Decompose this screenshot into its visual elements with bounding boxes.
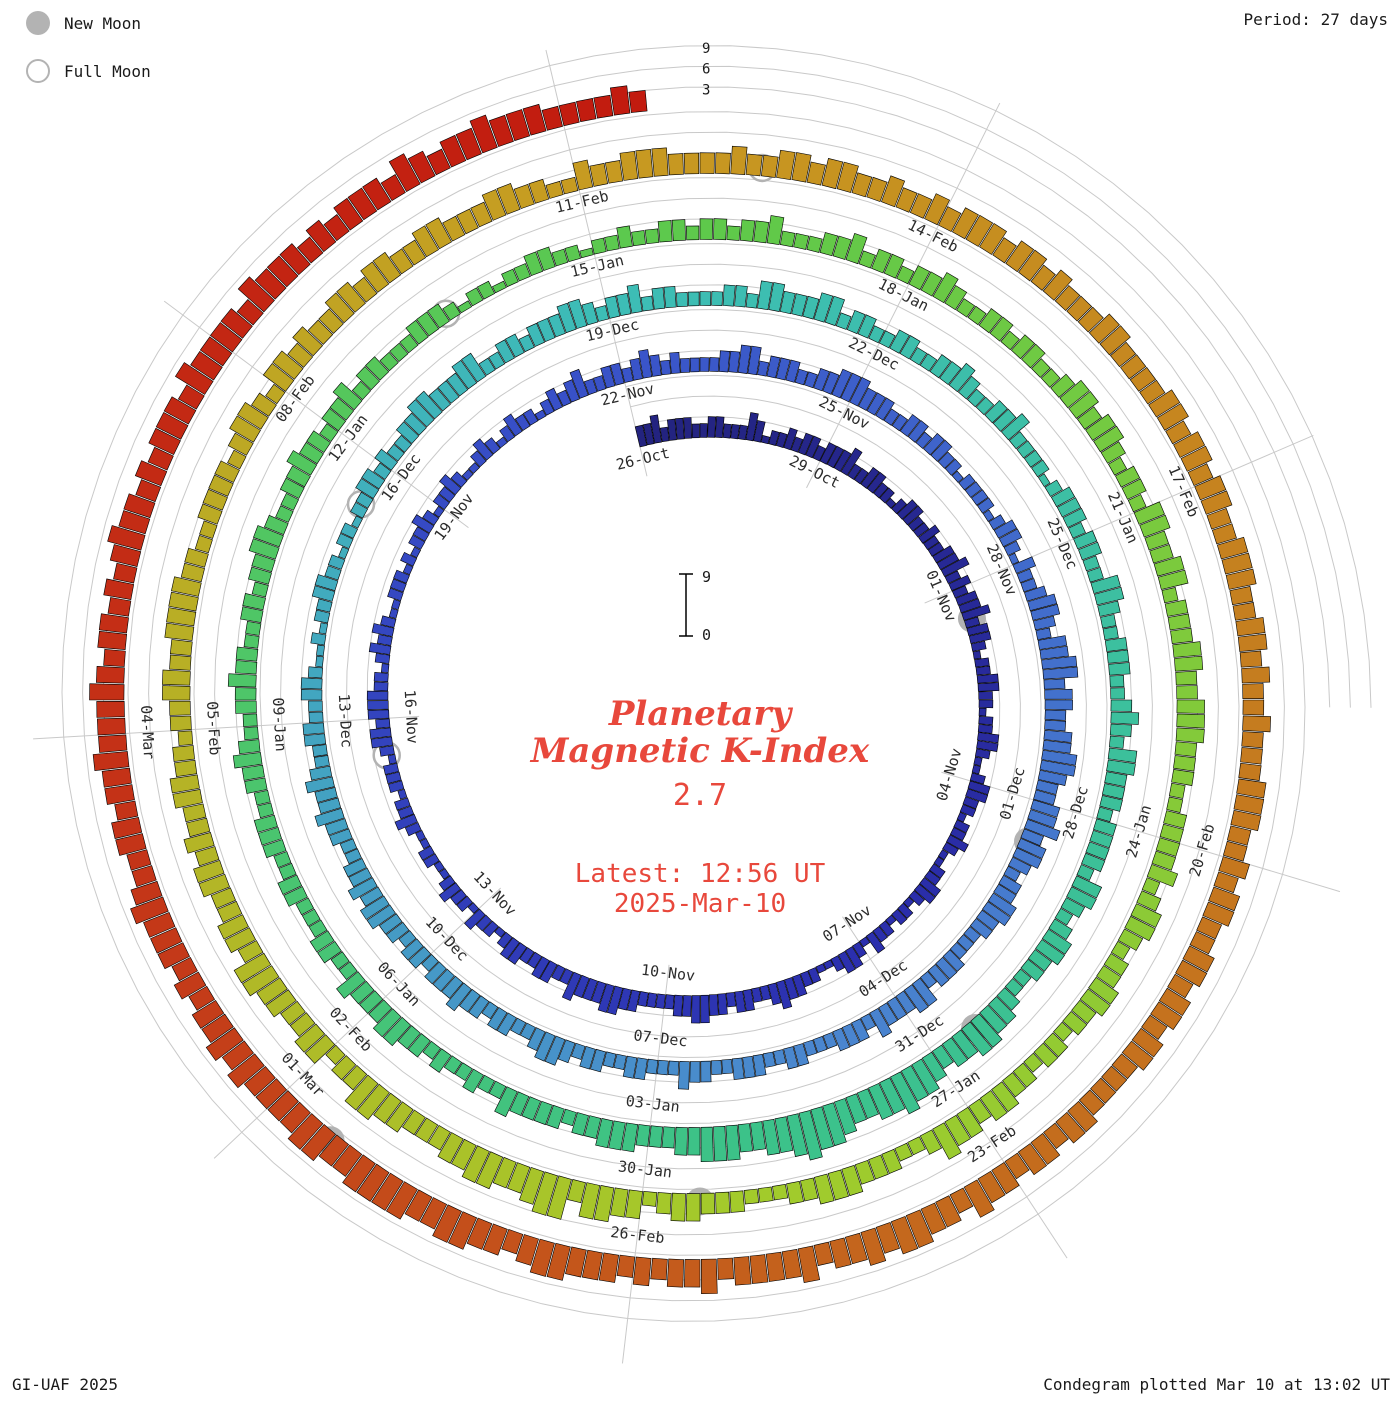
period-label: Period: 27 days: [1243, 10, 1389, 29]
new-moon-icon: [26, 11, 50, 35]
plotted-label: Condegram plotted Mar 10 at 13:02 UT: [1043, 1375, 1390, 1394]
date-label: 13-Dec: [335, 693, 356, 748]
legend-full-moon: Full Moon: [26, 56, 151, 86]
new-moon-label: New Moon: [64, 13, 142, 33]
legend-new-moon: New Moon: [26, 8, 151, 38]
full-moon-label: Full Moon: [64, 61, 151, 81]
center-scale-max: 9: [702, 568, 711, 586]
date-label: 05-Feb: [203, 701, 224, 756]
date-label: 10-Nov: [640, 961, 696, 985]
date-label: 07-Dec: [633, 1026, 689, 1050]
date-label: 30-Jan: [617, 1157, 673, 1181]
outer-scale-tick: 6: [702, 62, 710, 78]
date-label: 09-Jan: [269, 697, 290, 752]
credit-label: GI-UAF 2025: [12, 1375, 118, 1394]
date-label: 01-Dec: [996, 765, 1029, 822]
date-label: 26-Oct: [614, 444, 671, 474]
date-label: 20-Feb: [1186, 822, 1219, 879]
outer-scale-tick: 3: [702, 82, 710, 98]
moon-legend: New Moon Full Moon: [26, 8, 151, 104]
date-label: 26-Feb: [610, 1223, 666, 1247]
date-label: 04-Mar: [137, 705, 158, 760]
full-moon-icon: [26, 59, 50, 83]
outer-scale-tick: 9: [702, 41, 710, 57]
center-scale-min: 0: [702, 626, 711, 644]
date-label: 04-Nov: [933, 746, 966, 803]
date-label: 24-Jan: [1122, 803, 1155, 860]
date-label: 28-Dec: [1059, 784, 1092, 841]
date-label: 16-Nov: [401, 689, 422, 744]
date-label: 03-Jan: [625, 1092, 681, 1116]
